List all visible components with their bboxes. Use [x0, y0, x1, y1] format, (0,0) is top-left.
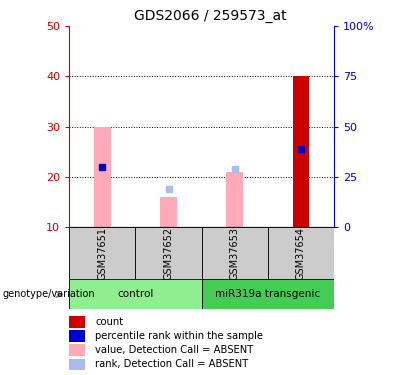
- Text: percentile rank within the sample: percentile rank within the sample: [95, 331, 263, 341]
- Text: GSM37652: GSM37652: [163, 226, 173, 280]
- Bar: [226, 172, 243, 227]
- Text: GSM37651: GSM37651: [97, 226, 108, 280]
- Bar: [69, 227, 135, 279]
- Bar: [69, 316, 85, 328]
- Bar: [69, 344, 85, 355]
- Text: count: count: [95, 317, 123, 327]
- Text: GDS2066 / 259573_at: GDS2066 / 259573_at: [134, 9, 286, 23]
- Text: rank, Detection Call = ABSENT: rank, Detection Call = ABSENT: [95, 359, 248, 369]
- Text: miR319a transgenic: miR319a transgenic: [215, 290, 320, 299]
- Text: genotype/variation: genotype/variation: [2, 290, 95, 299]
- Bar: [135, 227, 202, 279]
- Bar: [160, 197, 177, 227]
- Text: GSM37654: GSM37654: [296, 226, 306, 280]
- Bar: [268, 227, 334, 279]
- Text: value, Detection Call = ABSENT: value, Detection Call = ABSENT: [95, 345, 253, 355]
- Bar: [69, 330, 85, 342]
- Bar: [69, 358, 85, 370]
- Text: control: control: [117, 290, 154, 299]
- Bar: [202, 227, 268, 279]
- Bar: [202, 279, 334, 309]
- Bar: [69, 279, 202, 309]
- Text: GSM37653: GSM37653: [230, 226, 240, 280]
- Bar: [94, 127, 110, 227]
- Bar: [293, 76, 309, 227]
